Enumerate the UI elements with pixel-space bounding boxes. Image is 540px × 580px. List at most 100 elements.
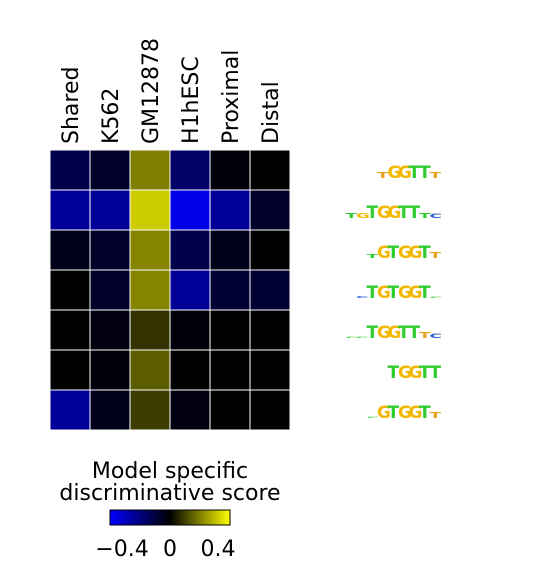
motif-letter: T xyxy=(398,323,410,343)
column-label: K562 xyxy=(99,88,124,144)
heatmap-cell xyxy=(49,229,91,271)
heatmap-cell xyxy=(129,309,171,351)
colorbar-gradient xyxy=(109,509,231,526)
motif-letter: T xyxy=(367,283,379,303)
heatmap-cell xyxy=(249,189,291,231)
heatmap-cell xyxy=(89,229,131,271)
motif-letter: G xyxy=(398,363,412,383)
motif-letter: T xyxy=(419,243,431,263)
motif-letter: C xyxy=(430,213,442,220)
heatmap-cell xyxy=(129,389,171,431)
heatmap-cell xyxy=(129,269,171,311)
motif-letter: G xyxy=(377,403,391,423)
heatmap-cell xyxy=(169,349,211,391)
heatmap-cell xyxy=(249,309,291,351)
motif-letter: T xyxy=(346,212,358,220)
heatmap-cell xyxy=(249,349,291,391)
motif-letter: C xyxy=(430,296,443,298)
motif-letter: T xyxy=(367,323,379,343)
motif-letter: T xyxy=(398,203,410,223)
motif-letter: C xyxy=(367,416,380,418)
heatmap-cell xyxy=(209,269,251,311)
motif-letter: C xyxy=(356,296,369,299)
motif-letter: T xyxy=(419,163,431,183)
heatmap-cell xyxy=(49,309,91,351)
heatmap-cell xyxy=(249,149,291,191)
heatmap-cell xyxy=(209,309,251,351)
motif-letter: T xyxy=(388,243,400,263)
motif-letter: T xyxy=(430,363,442,383)
heatmap-cell xyxy=(129,189,171,231)
motif-letter: G xyxy=(388,203,402,223)
motif-letter: T xyxy=(430,412,442,421)
motif-letter: G xyxy=(398,163,412,183)
heatmap-cell xyxy=(49,269,91,311)
motif-letter: T xyxy=(409,323,421,343)
heatmap-cell xyxy=(89,309,131,351)
heatmap-cell xyxy=(49,389,91,431)
motif-letter: C xyxy=(430,333,442,340)
heatmap-cell xyxy=(49,189,91,231)
heatmap-cell xyxy=(169,229,211,271)
heatmap-cell xyxy=(49,149,91,191)
heatmap-cell xyxy=(129,349,171,391)
motif-letter: T xyxy=(419,212,431,220)
motif-logos: TGGTTTTGTGGTTTCTGTGGTTCTGTGGTCCCTGGTTTCT… xyxy=(346,163,443,423)
heatmap-cell xyxy=(209,389,251,431)
heatmap-cell xyxy=(169,309,211,351)
motif-letter: T xyxy=(377,172,389,181)
column-label: Shared xyxy=(59,67,84,144)
motif-letter: T xyxy=(388,363,400,383)
heatmap-cell xyxy=(89,269,131,311)
motif-letter: T xyxy=(367,203,379,223)
motif-letter: T xyxy=(419,403,431,423)
heatmap-cell xyxy=(169,269,211,311)
motif-letter: G xyxy=(409,283,423,303)
motif-letter: T xyxy=(419,332,431,341)
motif-letter: T xyxy=(367,253,379,259)
heatmap-cell xyxy=(249,229,291,271)
heatmap-cell xyxy=(89,189,131,231)
column-label: Distal xyxy=(259,81,284,144)
motif-letter: G xyxy=(388,163,402,183)
heatmap-grid xyxy=(49,149,291,431)
motif-letter: T xyxy=(388,403,400,423)
colorbar-title-line2: discriminative score xyxy=(59,481,280,506)
motif-letter: G xyxy=(409,243,423,263)
motif-letter: G xyxy=(377,243,391,263)
colorbar-legend: Model specific discriminative score −0.4… xyxy=(59,459,280,562)
motif-letter: G xyxy=(388,323,402,343)
heatmap-cell xyxy=(169,149,211,191)
motif-letter: C xyxy=(356,336,369,338)
motif-letter: G xyxy=(398,403,412,423)
heatmap-cell xyxy=(89,389,131,431)
column-label: GM12878 xyxy=(139,38,164,144)
heatmap-cell xyxy=(129,149,171,191)
motif-letter: G xyxy=(409,403,423,423)
heatmap-cell xyxy=(169,389,211,431)
motif-letter: G xyxy=(377,203,391,223)
column-label: H1hESC xyxy=(179,56,204,144)
motif-letter: G xyxy=(377,323,391,343)
motif-letter: G xyxy=(398,283,412,303)
motif-letter: C xyxy=(346,336,359,338)
colorbar-tick-label: 0.4 xyxy=(201,537,236,562)
heatmap-cell xyxy=(209,229,251,271)
heatmap-cell xyxy=(89,349,131,391)
colorbar-ticks: −0.4 0 0.4 xyxy=(95,537,235,562)
motif-letter: G xyxy=(409,363,423,383)
motif-letter: T xyxy=(409,203,421,223)
motif-letter: T xyxy=(430,252,442,261)
heatmap-cell xyxy=(49,349,91,391)
motif-letter: G xyxy=(356,212,370,220)
colorbar-tick-label: −0.4 xyxy=(95,537,148,562)
motif-letter: T xyxy=(430,172,442,181)
heatmap-cell xyxy=(129,229,171,271)
